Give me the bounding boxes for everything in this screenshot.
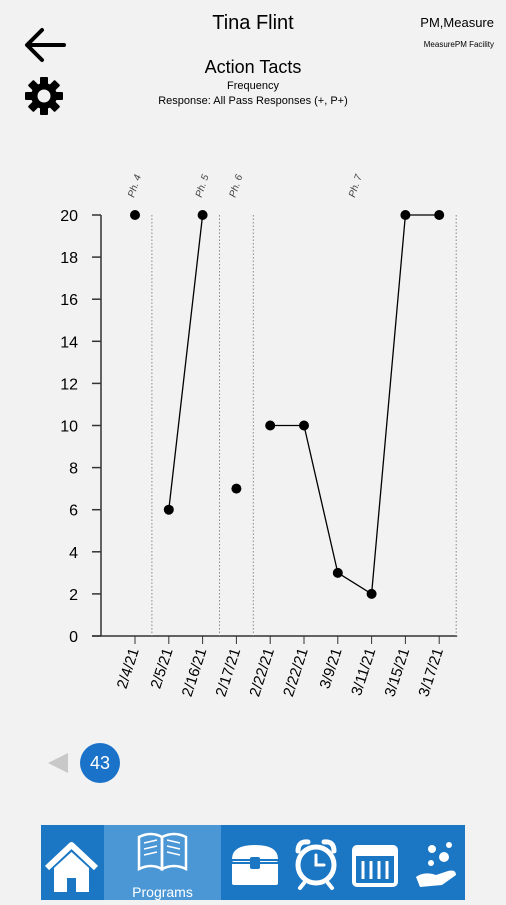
y-tick-label: 14 <box>60 334 78 351</box>
y-tick-label: 12 <box>60 376 78 393</box>
x-tick-label: 3/11/21 <box>348 646 379 698</box>
y-tick-label: 20 <box>60 208 78 225</box>
x-tick-label: 2/4/21 <box>114 646 143 691</box>
y-tick-label: 2 <box>69 587 78 604</box>
x-tick-label: 2/5/21 <box>148 646 177 691</box>
nav-icon-group <box>224 825 465 900</box>
data-point <box>231 483 242 494</box>
data-point <box>197 210 208 220</box>
y-tick-label: 6 <box>69 503 78 520</box>
y-tick-label: 0 <box>69 629 78 646</box>
data-point <box>130 210 140 220</box>
phase-label: Ph. 7 <box>347 173 365 199</box>
series-line <box>168 214 204 510</box>
data-point <box>265 420 276 431</box>
gear-icon[interactable] <box>22 74 66 118</box>
x-tick-label: 3/15/21 <box>382 646 414 699</box>
calendar-icon[interactable] <box>352 845 398 887</box>
bottom-navigation: Programs <box>41 825 465 900</box>
triangle-left-icon[interactable] <box>46 752 70 774</box>
y-tick-label: 8 <box>69 461 78 478</box>
line-chart: 0 2 4 6 8 10 12 14 16 18 20 2/4/21 2/5/21 2/16/21 2/17… <box>60 173 458 699</box>
chart-subtitle: Frequency <box>227 80 279 92</box>
facility-name: MeasurePM Facility <box>423 40 494 49</box>
nav-programs[interactable]: Programs <box>104 825 221 900</box>
y-tick-label: 10 <box>60 419 78 436</box>
data-point <box>366 588 377 599</box>
x-tick-label: 3/17/21 <box>415 646 447 699</box>
organization-name: PM,Measure <box>420 15 494 30</box>
y-tick-label: 18 <box>60 250 78 267</box>
treasure-chest-icon[interactable] <box>232 845 278 885</box>
y-tick-label: 16 <box>60 292 78 309</box>
page-number-badge[interactable]: 43 <box>80 743 120 783</box>
nav-home[interactable] <box>41 825 102 900</box>
phase-label: Ph. 6 <box>228 173 246 199</box>
x-tick-label: 3/9/21 <box>317 646 346 691</box>
x-tick-label: 2/16/21 <box>179 646 211 699</box>
data-point <box>299 420 309 431</box>
hand-sparkles-icon[interactable] <box>416 842 456 887</box>
chart-response-label: Response: All Pass Responses (+, P+) <box>158 95 348 107</box>
home-icon <box>44 842 99 892</box>
data-point <box>400 210 411 220</box>
series-line <box>270 214 440 596</box>
data-point <box>332 567 343 578</box>
y-tick-label: 4 <box>69 545 78 562</box>
x-tick-label: 2/17/21 <box>213 646 245 699</box>
phase-label: Ph. 5 <box>194 173 212 199</box>
book-icon <box>137 832 188 872</box>
phase-label: Ph. 4 <box>126 173 144 199</box>
x-tick-label: 2/22/21 <box>246 646 278 699</box>
nav-programs-label: Programs <box>132 884 193 900</box>
x-tick-label: 2/22/21 <box>280 646 312 699</box>
data-point <box>434 210 445 220</box>
data-point <box>163 504 174 515</box>
alarm-clock-icon[interactable] <box>295 839 337 890</box>
arrow-left-icon[interactable] <box>22 26 66 64</box>
student-name: Tina Flint <box>212 12 294 34</box>
chart-title: Action Tacts <box>204 57 302 77</box>
